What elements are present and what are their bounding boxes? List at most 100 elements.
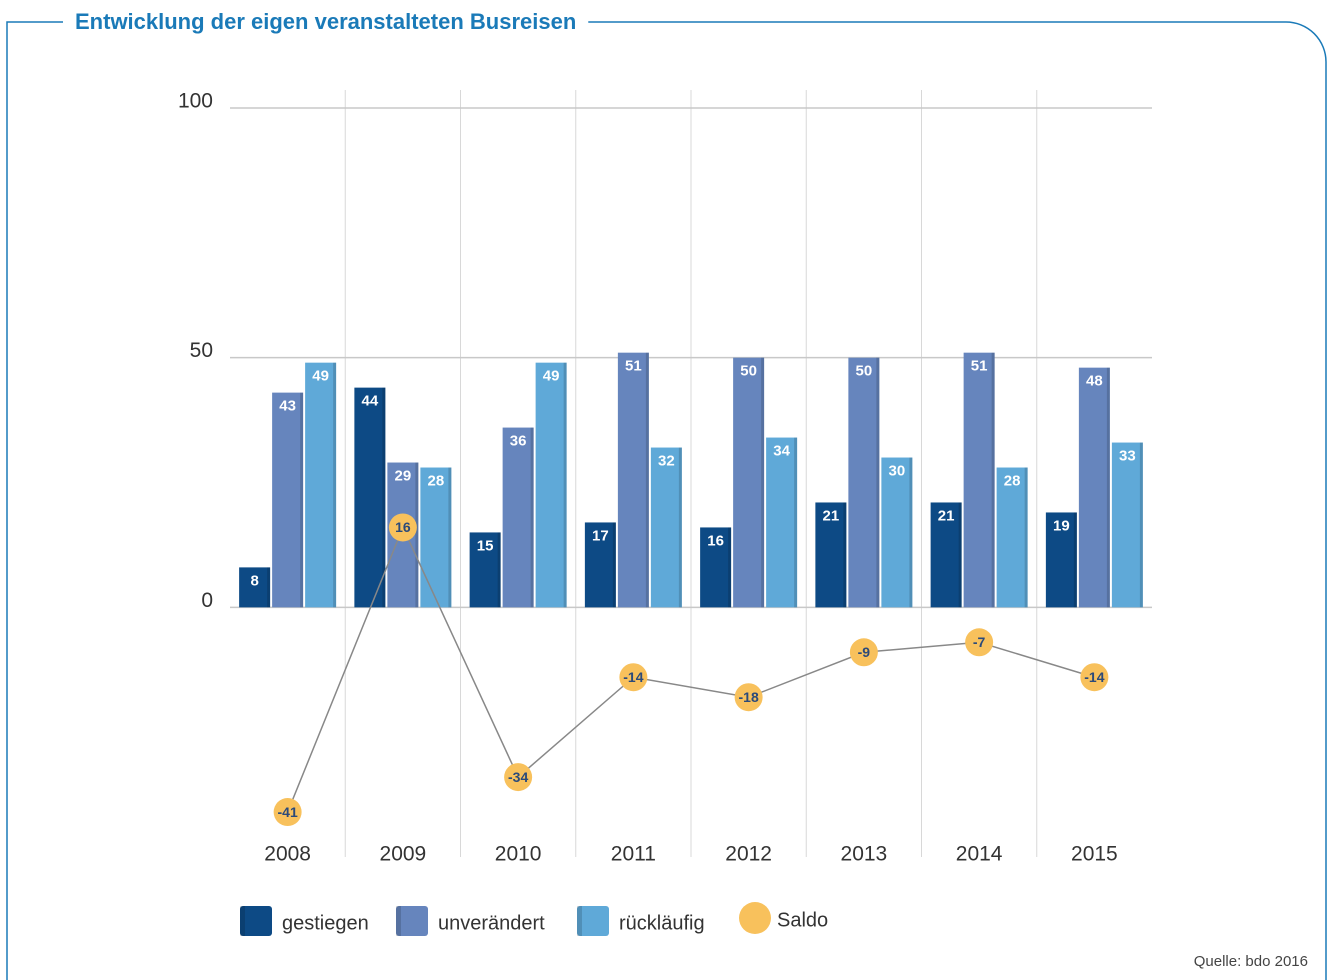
data-label: 51 bbox=[971, 358, 988, 375]
data-label: 36 bbox=[510, 433, 527, 450]
bar bbox=[733, 357, 765, 608]
data-label: 50 bbox=[856, 363, 873, 380]
bar bbox=[650, 447, 682, 608]
bar bbox=[1045, 512, 1077, 608]
bar-side bbox=[497, 532, 501, 608]
bar bbox=[502, 427, 534, 608]
data-label: 30 bbox=[889, 463, 906, 480]
legend-marker bbox=[739, 902, 771, 934]
bar-side bbox=[300, 392, 304, 608]
legend-label: gestiegen bbox=[282, 912, 369, 934]
bar-side bbox=[530, 427, 534, 608]
x-tick-label: 2008 bbox=[264, 843, 311, 866]
data-label: 19 bbox=[1053, 517, 1070, 534]
data-label: 28 bbox=[428, 472, 445, 489]
data-label: 15 bbox=[477, 537, 494, 554]
bar bbox=[305, 362, 337, 608]
data-label: 8 bbox=[250, 572, 258, 589]
bar-side bbox=[678, 447, 682, 608]
saldo-marker bbox=[1080, 663, 1109, 692]
bar-side bbox=[1106, 367, 1110, 608]
data-label: -34 bbox=[508, 769, 528, 785]
x-tick-label: 2014 bbox=[956, 843, 1003, 866]
legend-marker-side bbox=[396, 906, 401, 936]
saldo-marker bbox=[388, 513, 417, 542]
bar-side bbox=[333, 362, 337, 608]
bar-side bbox=[843, 502, 847, 608]
data-label: -14 bbox=[623, 669, 643, 685]
data-label: -14 bbox=[1084, 669, 1104, 685]
bar bbox=[584, 522, 616, 608]
bar bbox=[815, 502, 847, 608]
data-label: -7 bbox=[973, 634, 986, 650]
bar bbox=[272, 392, 304, 608]
bar bbox=[617, 352, 649, 608]
bar bbox=[700, 527, 732, 608]
bar bbox=[963, 352, 995, 608]
data-label: -41 bbox=[278, 804, 298, 820]
x-tick-label: 2015 bbox=[1071, 843, 1118, 866]
bar-side bbox=[794, 437, 798, 608]
data-label: 16 bbox=[707, 532, 724, 549]
bar-side bbox=[448, 467, 452, 608]
data-label: 48 bbox=[1086, 373, 1103, 390]
bar bbox=[766, 437, 798, 608]
data-label: 44 bbox=[362, 393, 379, 410]
data-label: 21 bbox=[938, 507, 955, 524]
data-label: 32 bbox=[658, 453, 675, 470]
bar-side bbox=[1073, 512, 1077, 608]
y-tick-label: 0 bbox=[201, 589, 213, 612]
saldo-marker bbox=[619, 663, 648, 692]
data-label: 43 bbox=[279, 398, 296, 415]
source: Quelle: bdo 2016 bbox=[1194, 953, 1308, 970]
saldo-marker bbox=[734, 683, 763, 712]
bar-side bbox=[1139, 442, 1143, 608]
data-label: 16 bbox=[395, 519, 411, 535]
bar bbox=[848, 357, 880, 608]
bar bbox=[354, 387, 386, 608]
bar-side bbox=[876, 357, 880, 608]
data-label: 21 bbox=[823, 507, 840, 524]
legend-marker bbox=[396, 906, 428, 936]
bar-side bbox=[728, 527, 732, 608]
bar-side bbox=[761, 357, 765, 608]
frame bbox=[6, 21, 1327, 980]
bar bbox=[469, 532, 501, 608]
bar-side bbox=[991, 352, 995, 608]
bar bbox=[1078, 367, 1110, 608]
data-label: 17 bbox=[592, 527, 609, 544]
bar-side bbox=[563, 362, 567, 608]
data-label: 29 bbox=[395, 467, 412, 484]
bar bbox=[881, 457, 913, 608]
legend-label: rückläufig bbox=[619, 912, 705, 934]
x-tick-label: 2011 bbox=[611, 843, 656, 866]
bar bbox=[535, 362, 567, 608]
y-tick-label: 100 bbox=[178, 90, 213, 113]
saldo-line bbox=[286, 525, 1095, 813]
bar bbox=[996, 467, 1028, 608]
bar-side bbox=[645, 352, 649, 608]
bar bbox=[930, 502, 962, 608]
saldo-marker bbox=[849, 638, 878, 667]
bar bbox=[420, 467, 452, 608]
legend-marker-side bbox=[577, 906, 582, 936]
y-tick-label: 50 bbox=[190, 339, 213, 362]
legend-label: unverändert bbox=[438, 912, 545, 934]
data-label: -18 bbox=[739, 689, 759, 705]
data-label: 34 bbox=[773, 443, 790, 460]
bar bbox=[1111, 442, 1143, 608]
x-tick-label: 2010 bbox=[495, 843, 542, 866]
x-tick-label: 2009 bbox=[380, 843, 427, 866]
bar-side bbox=[382, 387, 386, 608]
data-label: 33 bbox=[1119, 448, 1136, 465]
legend-marker bbox=[577, 906, 609, 936]
bar bbox=[239, 567, 271, 608]
data-label: 49 bbox=[312, 368, 329, 385]
data-label: 49 bbox=[543, 368, 560, 385]
data-label: 28 bbox=[1004, 472, 1021, 489]
data-label: 50 bbox=[740, 363, 757, 380]
legend-marker bbox=[240, 906, 272, 936]
data-label: 51 bbox=[625, 358, 642, 375]
legend-marker-side bbox=[240, 906, 245, 936]
